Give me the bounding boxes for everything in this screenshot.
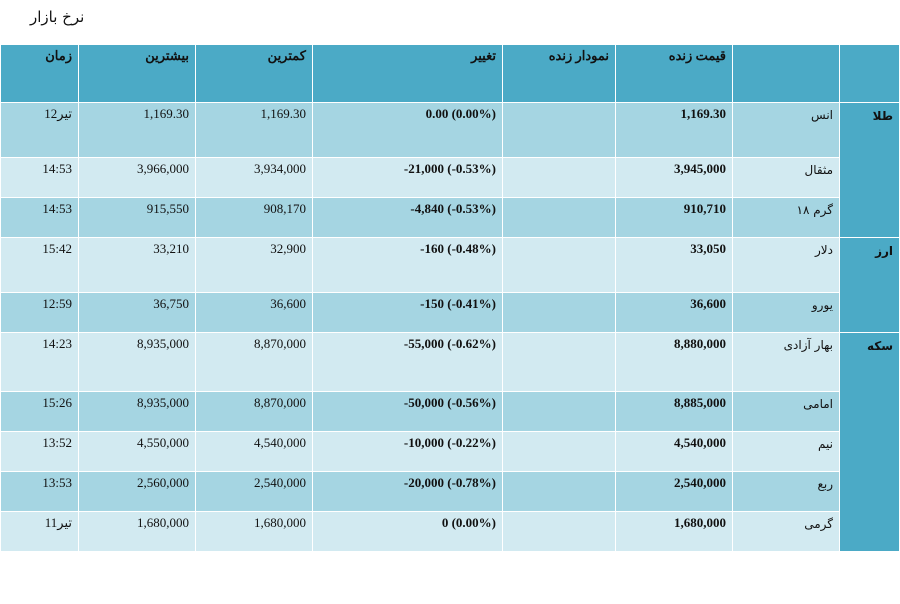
item-name-cell: گرم ۱۸ [732,197,840,238]
live-price-cell: 910,710 [615,197,733,238]
low-cell: 908,170 [195,197,313,238]
time-cell: 13:52 [0,431,79,472]
live-price-cell: 3,945,000 [615,157,733,198]
change-cell: -150 (-0.41%) [312,292,503,333]
low-cell: 36,600 [195,292,313,333]
high-cell: 3,966,000 [78,157,196,198]
table-row: 15:42 33,210 32,900 -160 (-0.48%) 33,050… [0,237,900,333]
live-chart-cell [502,471,616,512]
time-cell: 14:23 [0,332,79,392]
header-item-name [732,44,840,103]
live-price-cell: 36,600 [615,292,733,333]
live-chart-cell [502,157,616,198]
live-chart-cell [502,237,616,293]
item-name-cell: بهار آزادی [732,332,840,392]
time-cell: 14:53 [0,197,79,238]
low-cell: 3,934,000 [195,157,313,198]
table-row: 12تیر 1,169.30 1,169.30 0.00 (0.00%) 1,1… [0,102,900,238]
time-cell: 15:42 [0,237,79,293]
change-cell: -55,000 (-0.62%) [312,332,503,392]
table-header-row: زمان بیشترین کمترین تغییر نمودار زنده قی… [0,44,900,103]
change-cell: -160 (-0.48%) [312,237,503,293]
header-live-chart: نمودار زنده [502,44,616,103]
item-name-cell: یورو [732,292,840,333]
item-name-cell: مثقال [732,157,840,198]
time-cell: 15:26 [0,391,79,432]
low-cell: 8,870,000 [195,332,313,392]
header-live-price: قیمت زنده [615,44,733,103]
header-group [839,44,900,103]
live-chart-cell [502,431,616,472]
live-price-cell: 1,169.30 [615,102,733,158]
live-chart-cell [502,511,616,552]
low-cell: 4,540,000 [195,431,313,472]
live-price-cell: 4,540,000 [615,431,733,472]
high-cell: 2,560,000 [78,471,196,512]
market-rates-table: زمان بیشترین کمترین تغییر نمودار زنده قی… [0,44,900,552]
time-cell: 14:53 [0,157,79,198]
change-cell: -21,000 (-0.53%) [312,157,503,198]
change-cell: 0.00 (0.00%) [312,102,503,158]
live-chart-cell [502,292,616,333]
table-row: 14:53 3,966,000 3,934,000 -21,000 (-0.53… [0,157,900,198]
change-cell: -10,000 (-0.22%) [312,431,503,472]
header-change: تغییر [312,44,503,103]
item-name-cell: امامی [732,391,840,432]
item-name-cell: انس [732,102,840,158]
live-chart-cell [502,197,616,238]
live-chart-cell [502,332,616,392]
group-coin: سکه [839,332,900,552]
group-gold: طلا [839,102,900,238]
change-cell: -4,840 (-0.53%) [312,197,503,238]
live-price-cell: 1,680,000 [615,511,733,552]
high-cell: 1,169.30 [78,102,196,158]
header-time: زمان [0,44,79,103]
live-price-cell: 8,880,000 [615,332,733,392]
high-cell: 33,210 [78,237,196,293]
item-name-cell: نیم [732,431,840,472]
table-row: 12:59 36,750 36,600 -150 (-0.41%) 36,600… [0,292,900,333]
low-cell: 1,169.30 [195,102,313,158]
high-cell: 8,935,000 [78,391,196,432]
table-row: 15:26 8,935,000 8,870,000 -50,000 (-0.56… [0,391,900,432]
time-cell: 12:59 [0,292,79,333]
table-row: 14:23 8,935,000 8,870,000 -55,000 (-0.62… [0,332,900,552]
item-name-cell: گرمی [732,511,840,552]
item-name-cell: ربع [732,471,840,512]
live-chart-cell [502,102,616,158]
table-row: 13:53 2,560,000 2,540,000 -20,000 (-0.78… [0,471,900,512]
low-cell: 1,680,000 [195,511,313,552]
high-cell: 915,550 [78,197,196,238]
header-high: بیشترین [78,44,196,103]
high-cell: 36,750 [78,292,196,333]
time-cell: 13:53 [0,471,79,512]
live-price-cell: 8,885,000 [615,391,733,432]
table-row: 13:52 4,550,000 4,540,000 -10,000 (-0.22… [0,431,900,472]
item-name-cell: دلار [732,237,840,293]
table-row: 11تیر 1,680,000 1,680,000 0 (0.00%) 1,68… [0,511,900,552]
live-price-cell: 2,540,000 [615,471,733,512]
change-cell: -20,000 (-0.78%) [312,471,503,512]
time-cell: 12تیر [0,102,79,158]
low-cell: 8,870,000 [195,391,313,432]
high-cell: 4,550,000 [78,431,196,472]
time-cell: 11تیر [0,511,79,552]
table-row: 14:53 915,550 908,170 -4,840 (-0.53%) 91… [0,197,900,238]
high-cell: 8,935,000 [78,332,196,392]
low-cell: 2,540,000 [195,471,313,512]
change-cell: 0 (0.00%) [312,511,503,552]
live-price-cell: 33,050 [615,237,733,293]
group-currency: ارز [839,237,900,333]
change-cell: -50,000 (-0.56%) [312,391,503,432]
high-cell: 1,680,000 [78,511,196,552]
live-chart-cell [502,391,616,432]
header-low: کمترین [195,44,313,103]
page-title: نرخ بازار [30,8,85,26]
low-cell: 32,900 [195,237,313,293]
